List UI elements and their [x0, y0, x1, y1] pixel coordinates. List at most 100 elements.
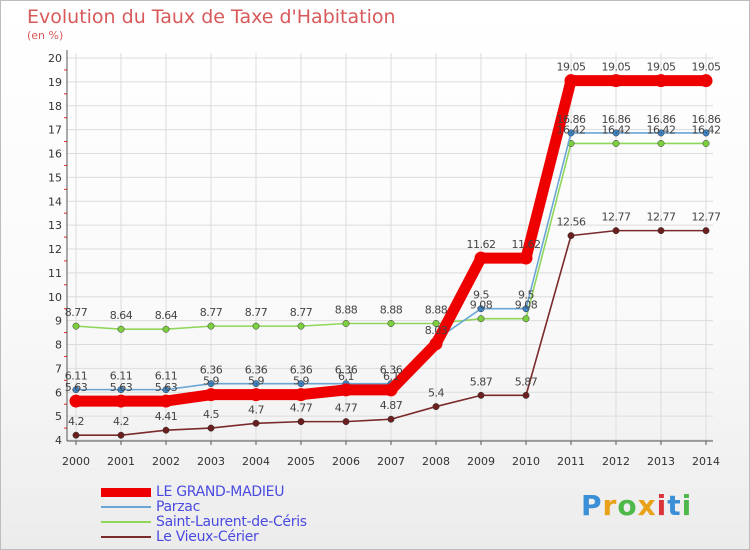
data-point — [117, 431, 125, 439]
data-point — [702, 140, 710, 147]
y-tick-label: 11 — [48, 267, 62, 280]
chart-subtitle: (en %) — [27, 29, 64, 42]
data-label: 8.77 — [290, 306, 313, 319]
data-label: 8.64 — [155, 309, 178, 322]
data-label: 6.1 — [338, 370, 354, 383]
data-label: 4.41 — [155, 410, 178, 423]
data-point — [162, 386, 170, 394]
data-label: 12.77 — [647, 211, 676, 224]
data-point — [702, 227, 710, 235]
logo-letter: r — [602, 489, 618, 522]
data-label: 16.42 — [647, 123, 676, 136]
data-point — [612, 227, 620, 235]
data-label: 12.56 — [557, 216, 586, 229]
y-tick-label: 15 — [48, 171, 62, 184]
data-label: 6.1 — [383, 370, 399, 383]
legend-swatch — [101, 536, 151, 538]
data-point — [702, 129, 710, 137]
legend-label: Parzac — [156, 499, 200, 515]
data-point — [252, 322, 260, 330]
data-label: 6.36 — [245, 364, 268, 377]
data-label: 6.36 — [380, 364, 403, 377]
x-tick-label: 2002 — [152, 455, 180, 468]
y-tick-label: 10 — [48, 291, 62, 304]
logo-letter: i — [681, 489, 693, 522]
y-tick-label: 19 — [48, 76, 62, 89]
data-point — [342, 418, 350, 426]
data-point — [522, 315, 530, 323]
grid-lines — [67, 53, 713, 441]
data-point — [72, 431, 80, 439]
data-point — [204, 388, 218, 402]
x-tick-label: 2009 — [467, 455, 495, 468]
data-point — [477, 391, 485, 399]
x-tick-label: 2006 — [332, 455, 360, 468]
x-tick-label: 2010 — [512, 455, 540, 468]
data-label: 12.77 — [692, 211, 721, 224]
data-label: 6.36 — [290, 364, 313, 377]
y-tick-label: 20 — [48, 52, 62, 65]
data-point — [339, 383, 353, 397]
data-label: 19.05 — [647, 61, 676, 74]
data-label: 6.11 — [155, 370, 178, 383]
y-tick-label: 6 — [55, 386, 62, 399]
x-tick-label: 2007 — [377, 455, 405, 468]
x-tick-label: 2001 — [107, 455, 135, 468]
data-label: 5.9 — [293, 375, 309, 388]
data-label: 6.11 — [110, 370, 133, 383]
logo-letter: x — [637, 489, 657, 522]
y-tick-label: 8 — [55, 339, 62, 352]
data-point — [657, 129, 665, 137]
data-label: 5.87 — [470, 375, 493, 388]
data-label: 4.77 — [335, 402, 358, 415]
y-tick-label: 16 — [48, 148, 62, 161]
data-point — [117, 325, 125, 333]
data-label: 4.87 — [380, 399, 403, 412]
data-label: 9.5 — [518, 289, 534, 302]
x-tick-label: 2008 — [422, 455, 450, 468]
legend-swatch — [101, 521, 151, 523]
data-label: 11.62 — [512, 238, 541, 251]
legend-label: LE GRAND-MADIEU — [156, 484, 285, 500]
x-tick-label: 2011 — [557, 455, 585, 468]
data-point — [207, 380, 215, 388]
data-label: 6.36 — [200, 364, 223, 377]
data-label: 8.88 — [335, 303, 358, 316]
data-point — [612, 140, 620, 147]
data-label: 8.88 — [380, 303, 403, 316]
data-point — [522, 305, 530, 313]
data-point — [522, 391, 530, 399]
data-label: 16.86 — [692, 113, 721, 126]
data-point — [387, 320, 395, 327]
data-point — [564, 74, 578, 88]
data-point — [69, 394, 83, 408]
data-point — [384, 383, 398, 397]
data-point — [162, 426, 170, 434]
data-label: 16.86 — [602, 113, 631, 126]
data-labels: 5.63 5.63 5.63 5.9 5.9 5.9 6.1 6.1 8.03 11.62 11.6… — [65, 61, 722, 429]
data-point — [297, 380, 305, 388]
data-point — [162, 325, 170, 333]
y-tick-label: 5 — [55, 410, 62, 423]
proxiti-logo: Proxiti — [581, 489, 692, 522]
x-tick-label: 2012 — [602, 455, 630, 468]
data-point — [567, 129, 575, 137]
data-point — [387, 415, 395, 423]
data-label: 12.77 — [602, 211, 631, 224]
x-tick-label: 2000 — [62, 455, 90, 468]
data-label: 4.7 — [248, 403, 264, 416]
data-label: 16.86 — [647, 113, 676, 126]
y-tick-label: 7 — [55, 362, 62, 375]
data-point — [477, 315, 485, 323]
data-point — [654, 74, 668, 88]
data-label: 9.5 — [473, 289, 489, 302]
data-point — [432, 320, 440, 327]
data-point — [72, 386, 80, 394]
y-tick-label: 12 — [48, 243, 62, 256]
data-label: 5.63 — [110, 381, 133, 394]
data-label: 5.63 — [65, 381, 88, 394]
data-label: 11.62 — [467, 238, 496, 251]
data-point — [72, 322, 80, 330]
